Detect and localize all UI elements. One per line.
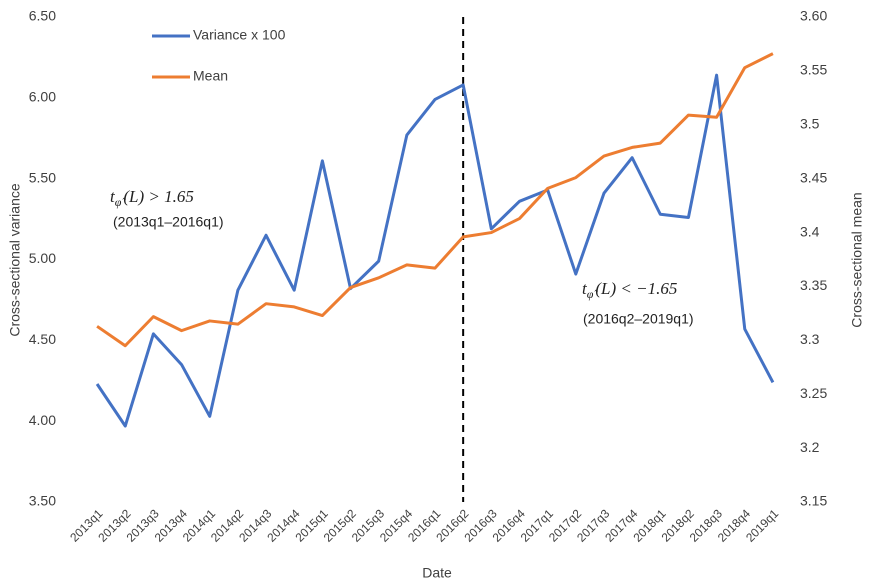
series-line (96, 52, 774, 348)
y-tick-label: 3.50 (29, 493, 56, 509)
y2-tick-label: 3.15 (800, 493, 827, 509)
annotation-text: (L) < −1.65 (595, 279, 677, 298)
x-axis-title: Date (422, 565, 452, 581)
y-tick-label: 4.00 (29, 412, 56, 428)
y-tick-label: 5.50 (29, 169, 56, 185)
y2-tick-label: 3.25 (800, 385, 827, 401)
legend-label: Mean (193, 68, 228, 84)
y-axis-title: Cross-sectional variance (7, 183, 23, 336)
annotation-subscript: φ̂ (587, 287, 599, 301)
y2-tick-label: 3.4 (800, 223, 820, 239)
annotation: tφ̂ (L) > 1.65 (110, 187, 194, 209)
y2-tick-label: 3.5 (800, 115, 820, 131)
y2-tick-label: 3.55 (800, 62, 827, 78)
y-tick-label: 6.00 (29, 89, 56, 105)
annotation-symbol: t (110, 187, 116, 206)
annotation-note: (2016q2–2019q1) (583, 311, 694, 327)
annotation-subscript: φ̂ (115, 195, 127, 209)
x-tick-label: 2019q1 (743, 506, 781, 544)
y-tick-label: 5.00 (29, 250, 56, 266)
annotation-note: (2013q1–2016q1) (113, 214, 224, 230)
y2-tick-label: 3.60 (800, 8, 827, 24)
annotation: tφ̂ (L) < −1.65 (582, 279, 677, 301)
y-tick-label: 6.50 (29, 8, 56, 24)
annotation-text: (L) > 1.65 (123, 187, 194, 206)
y2-tick-label: 3.3 (800, 331, 820, 347)
series-line (95, 73, 775, 428)
y2-axis-title: Cross-sectional mean (849, 192, 865, 327)
y2-tick-label: 3.45 (800, 169, 827, 185)
y2-tick-label: 3.2 (800, 439, 820, 455)
legend-label: Variance x 100 (193, 27, 286, 43)
y2-tick-label: 3.35 (800, 277, 827, 293)
annotation-symbol: t (582, 279, 588, 298)
y-tick-label: 4.50 (29, 331, 56, 347)
